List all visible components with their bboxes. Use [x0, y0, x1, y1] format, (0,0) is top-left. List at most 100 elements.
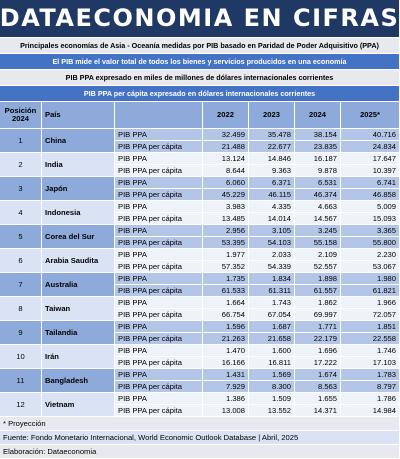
column-header: 2023 — [249, 102, 295, 129]
column-header: 2024 — [295, 102, 341, 129]
value: 67.054 — [249, 309, 295, 321]
value: 69.997 — [295, 309, 341, 321]
position: 9 — [0, 321, 42, 345]
column-header: País — [42, 102, 115, 129]
value: 6.741 — [341, 177, 400, 189]
value: 72.057 — [341, 309, 400, 321]
value: 52.557 — [295, 261, 341, 273]
value: 1.687 — [249, 321, 295, 333]
value: 1.596 — [203, 321, 249, 333]
value: 3.105 — [249, 225, 295, 237]
value: 1.655 — [295, 393, 341, 405]
value: 8.644 — [203, 165, 249, 177]
value: 66.754 — [203, 309, 249, 321]
metric-label: PIB PPA — [115, 129, 203, 141]
value: 13.552 — [249, 405, 295, 417]
value: 21.263 — [203, 333, 249, 345]
value: 6.371 — [249, 177, 295, 189]
value: 45.229 — [203, 189, 249, 201]
value: 2.109 — [295, 249, 341, 261]
value: 16.166 — [203, 357, 249, 369]
value: 61.821 — [341, 285, 400, 297]
value: 1.771 — [295, 321, 341, 333]
metric-label: PIB PPA per cápita — [115, 381, 203, 393]
value: 17.647 — [341, 153, 400, 165]
metric-label: PIB PPA per cápita — [115, 333, 203, 345]
country: Irán — [42, 345, 115, 369]
value: 1.600 — [249, 345, 295, 357]
value: 7.929 — [203, 381, 249, 393]
metric-label: PIB PPA — [115, 393, 203, 405]
value: 9.363 — [249, 165, 295, 177]
position: 6 — [0, 249, 42, 273]
value: 40.716 — [341, 129, 400, 141]
metric-label: PIB PPA — [115, 201, 203, 213]
value: 10.397 — [341, 165, 400, 177]
value: 13.485 — [203, 213, 249, 225]
metric-label: PIB PPA — [115, 225, 203, 237]
value: 13.124 — [203, 153, 249, 165]
value: 2.033 — [249, 249, 295, 261]
value: 1.977 — [203, 249, 249, 261]
metric-label: PIB PPA — [115, 345, 203, 357]
position: 11 — [0, 369, 42, 393]
value: 53.395 — [203, 237, 249, 249]
country: Taiwan — [42, 297, 115, 321]
country: Japón — [42, 177, 115, 201]
subtitle: PIB PPA expresado en miles de millones d… — [0, 70, 400, 86]
value: 15.093 — [341, 213, 400, 225]
position: 5 — [0, 225, 42, 249]
value: 55.158 — [295, 237, 341, 249]
value: 3.983 — [203, 201, 249, 213]
value: 8.563 — [295, 381, 341, 393]
value: 53.067 — [341, 261, 400, 273]
metric-label: PIB PPA per cápita — [115, 309, 203, 321]
metric-label: PIB PPA — [115, 249, 203, 261]
value: 1.431 — [203, 369, 249, 381]
country: Tailandia — [42, 321, 115, 345]
value: 16.811 — [249, 357, 295, 369]
position: 12 — [0, 393, 42, 417]
value: 54.103 — [249, 237, 295, 249]
value: 5.009 — [341, 201, 400, 213]
column-header: 2022 — [203, 102, 249, 129]
value: 38.154 — [295, 129, 341, 141]
value: 1.696 — [295, 345, 341, 357]
column-header: Posición 2024 — [0, 102, 42, 129]
value: 22.558 — [341, 333, 400, 345]
country: China — [42, 129, 115, 153]
value: 14.567 — [295, 213, 341, 225]
value: 1.851 — [341, 321, 400, 333]
value: 2.230 — [341, 249, 400, 261]
position: 2 — [0, 153, 42, 177]
subtitle: El PIB mide el valor total de todos los … — [0, 54, 400, 70]
footer-note: Fuente: Fondo Monetario Internacional, W… — [0, 431, 400, 445]
value: 1.674 — [295, 369, 341, 381]
value: 1.509 — [249, 393, 295, 405]
position: 4 — [0, 201, 42, 225]
metric-label: PIB PPA per cápita — [115, 165, 203, 177]
value: 14.014 — [249, 213, 295, 225]
value: 46.858 — [341, 189, 400, 201]
value: 2.956 — [203, 225, 249, 237]
value: 24.834 — [341, 141, 400, 153]
subtitle: PIB PPA per cápita expresado en dólares … — [0, 86, 400, 102]
country: Arabia Saudita — [42, 249, 115, 273]
value: 14.846 — [249, 153, 295, 165]
position: 1 — [0, 129, 42, 153]
column-header: 2025* — [341, 102, 400, 129]
position: 8 — [0, 297, 42, 321]
value: 3.365 — [341, 225, 400, 237]
footer-note: Elaboración: Dataeconomia — [0, 445, 400, 459]
country: Corea del Sur — [42, 225, 115, 249]
value: 46.115 — [249, 189, 295, 201]
value: 14.371 — [295, 405, 341, 417]
value: 1.735 — [203, 273, 249, 285]
title: DATAECONOMIA EN CIFRAS — [0, 0, 400, 38]
value: 61.557 — [295, 285, 341, 297]
value: 1.470 — [203, 345, 249, 357]
value: 1.743 — [249, 297, 295, 309]
metric-label: PIB PPA per cápita — [115, 357, 203, 369]
value: 13.008 — [203, 405, 249, 417]
